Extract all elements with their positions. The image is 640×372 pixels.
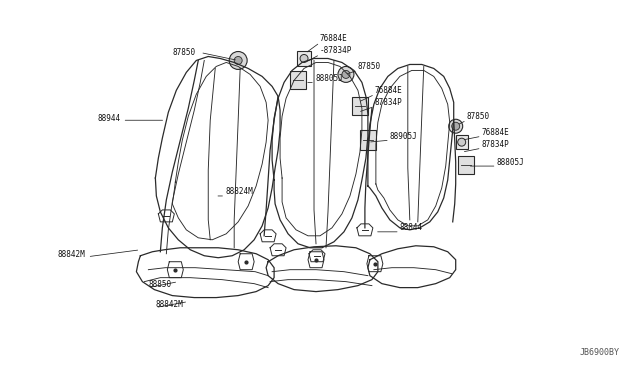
- Text: 88944: 88944: [97, 114, 120, 123]
- FancyBboxPatch shape: [297, 51, 311, 67]
- Circle shape: [229, 51, 247, 70]
- FancyBboxPatch shape: [458, 156, 474, 174]
- Circle shape: [342, 70, 350, 78]
- Text: JB6900BY: JB6900BY: [579, 348, 620, 357]
- Text: 76884E: 76884E: [482, 128, 509, 137]
- FancyBboxPatch shape: [290, 71, 306, 89]
- Circle shape: [300, 54, 308, 62]
- Text: 88905J: 88905J: [390, 132, 417, 141]
- Text: 88824M: 88824M: [225, 187, 253, 196]
- Circle shape: [458, 138, 466, 146]
- Circle shape: [452, 122, 460, 130]
- Text: 88842M: 88842M: [156, 300, 183, 309]
- Text: 76884E: 76884E: [375, 86, 403, 95]
- Circle shape: [449, 119, 463, 133]
- FancyBboxPatch shape: [456, 135, 468, 149]
- Text: -87834P: -87834P: [320, 46, 353, 55]
- Text: 88850: 88850: [148, 280, 172, 289]
- Text: 87834P: 87834P: [375, 98, 403, 107]
- Circle shape: [234, 57, 242, 64]
- FancyBboxPatch shape: [360, 130, 376, 150]
- Text: 88844: 88844: [400, 223, 423, 232]
- FancyBboxPatch shape: [352, 97, 368, 115]
- Circle shape: [338, 67, 354, 82]
- Text: 88805J: 88805J: [497, 158, 524, 167]
- Text: 87850: 87850: [358, 62, 381, 71]
- Text: 76884E: 76884E: [320, 34, 348, 43]
- Text: 88805J: 88805J: [315, 74, 343, 83]
- Text: 87850: 87850: [467, 112, 490, 121]
- Text: 88842M: 88842M: [58, 250, 86, 259]
- Text: 87850: 87850: [172, 48, 195, 57]
- Text: 87834P: 87834P: [482, 140, 509, 149]
